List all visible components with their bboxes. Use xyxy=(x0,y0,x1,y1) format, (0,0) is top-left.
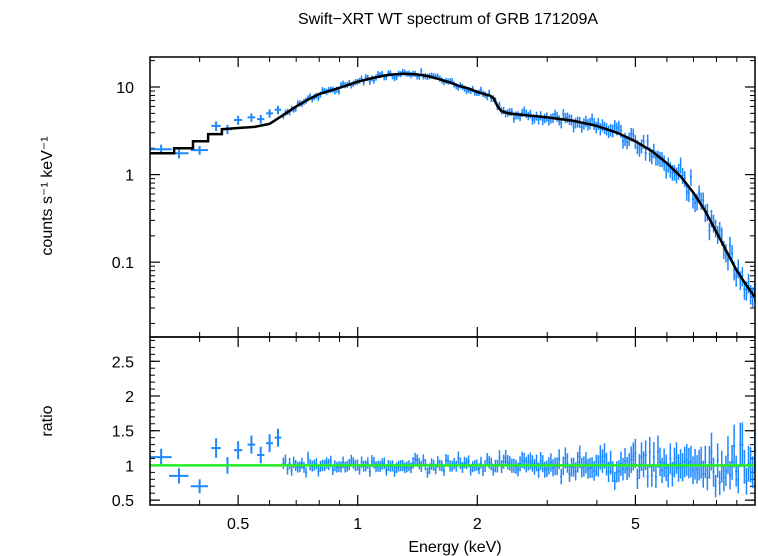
spectrum-data-points xyxy=(150,68,756,307)
ratio-panel: 0.5 1 1.5 2 2.5 0.5 1 2 5 xyxy=(112,336,756,533)
model-curve xyxy=(150,72,757,298)
x-tick-label: 0.5 xyxy=(227,516,249,533)
y-tick-label: 0.5 xyxy=(112,493,134,510)
x-tick-label: 5 xyxy=(631,516,640,533)
x-tick-label: 2 xyxy=(473,516,482,533)
y-tick-label: 1.5 xyxy=(112,424,134,441)
y-tick-label: 10 xyxy=(116,80,134,97)
y-tick-label: 2.5 xyxy=(112,354,134,371)
ratio-ylabel: ratio xyxy=(39,405,56,436)
x-axis-label: Energy (keV) xyxy=(408,539,501,556)
y-tick-label: 2 xyxy=(125,389,134,406)
ratio-frame xyxy=(149,336,756,506)
y-tick-label: 0.1 xyxy=(112,255,134,272)
spectrum-ylabel: counts s⁻¹ keV⁻¹ xyxy=(39,136,56,255)
y-tick-label: 1 xyxy=(125,458,134,475)
chart-title: Swift−XRT WT spectrum of GRB 171209A xyxy=(298,11,598,28)
spectrum-frame xyxy=(149,56,756,338)
x-tick-label: 1 xyxy=(353,516,362,533)
y-tick-label: 1 xyxy=(125,168,134,185)
spectrum-panel: 10 1 0.1 xyxy=(112,56,757,338)
ratio-data-points xyxy=(150,422,756,498)
